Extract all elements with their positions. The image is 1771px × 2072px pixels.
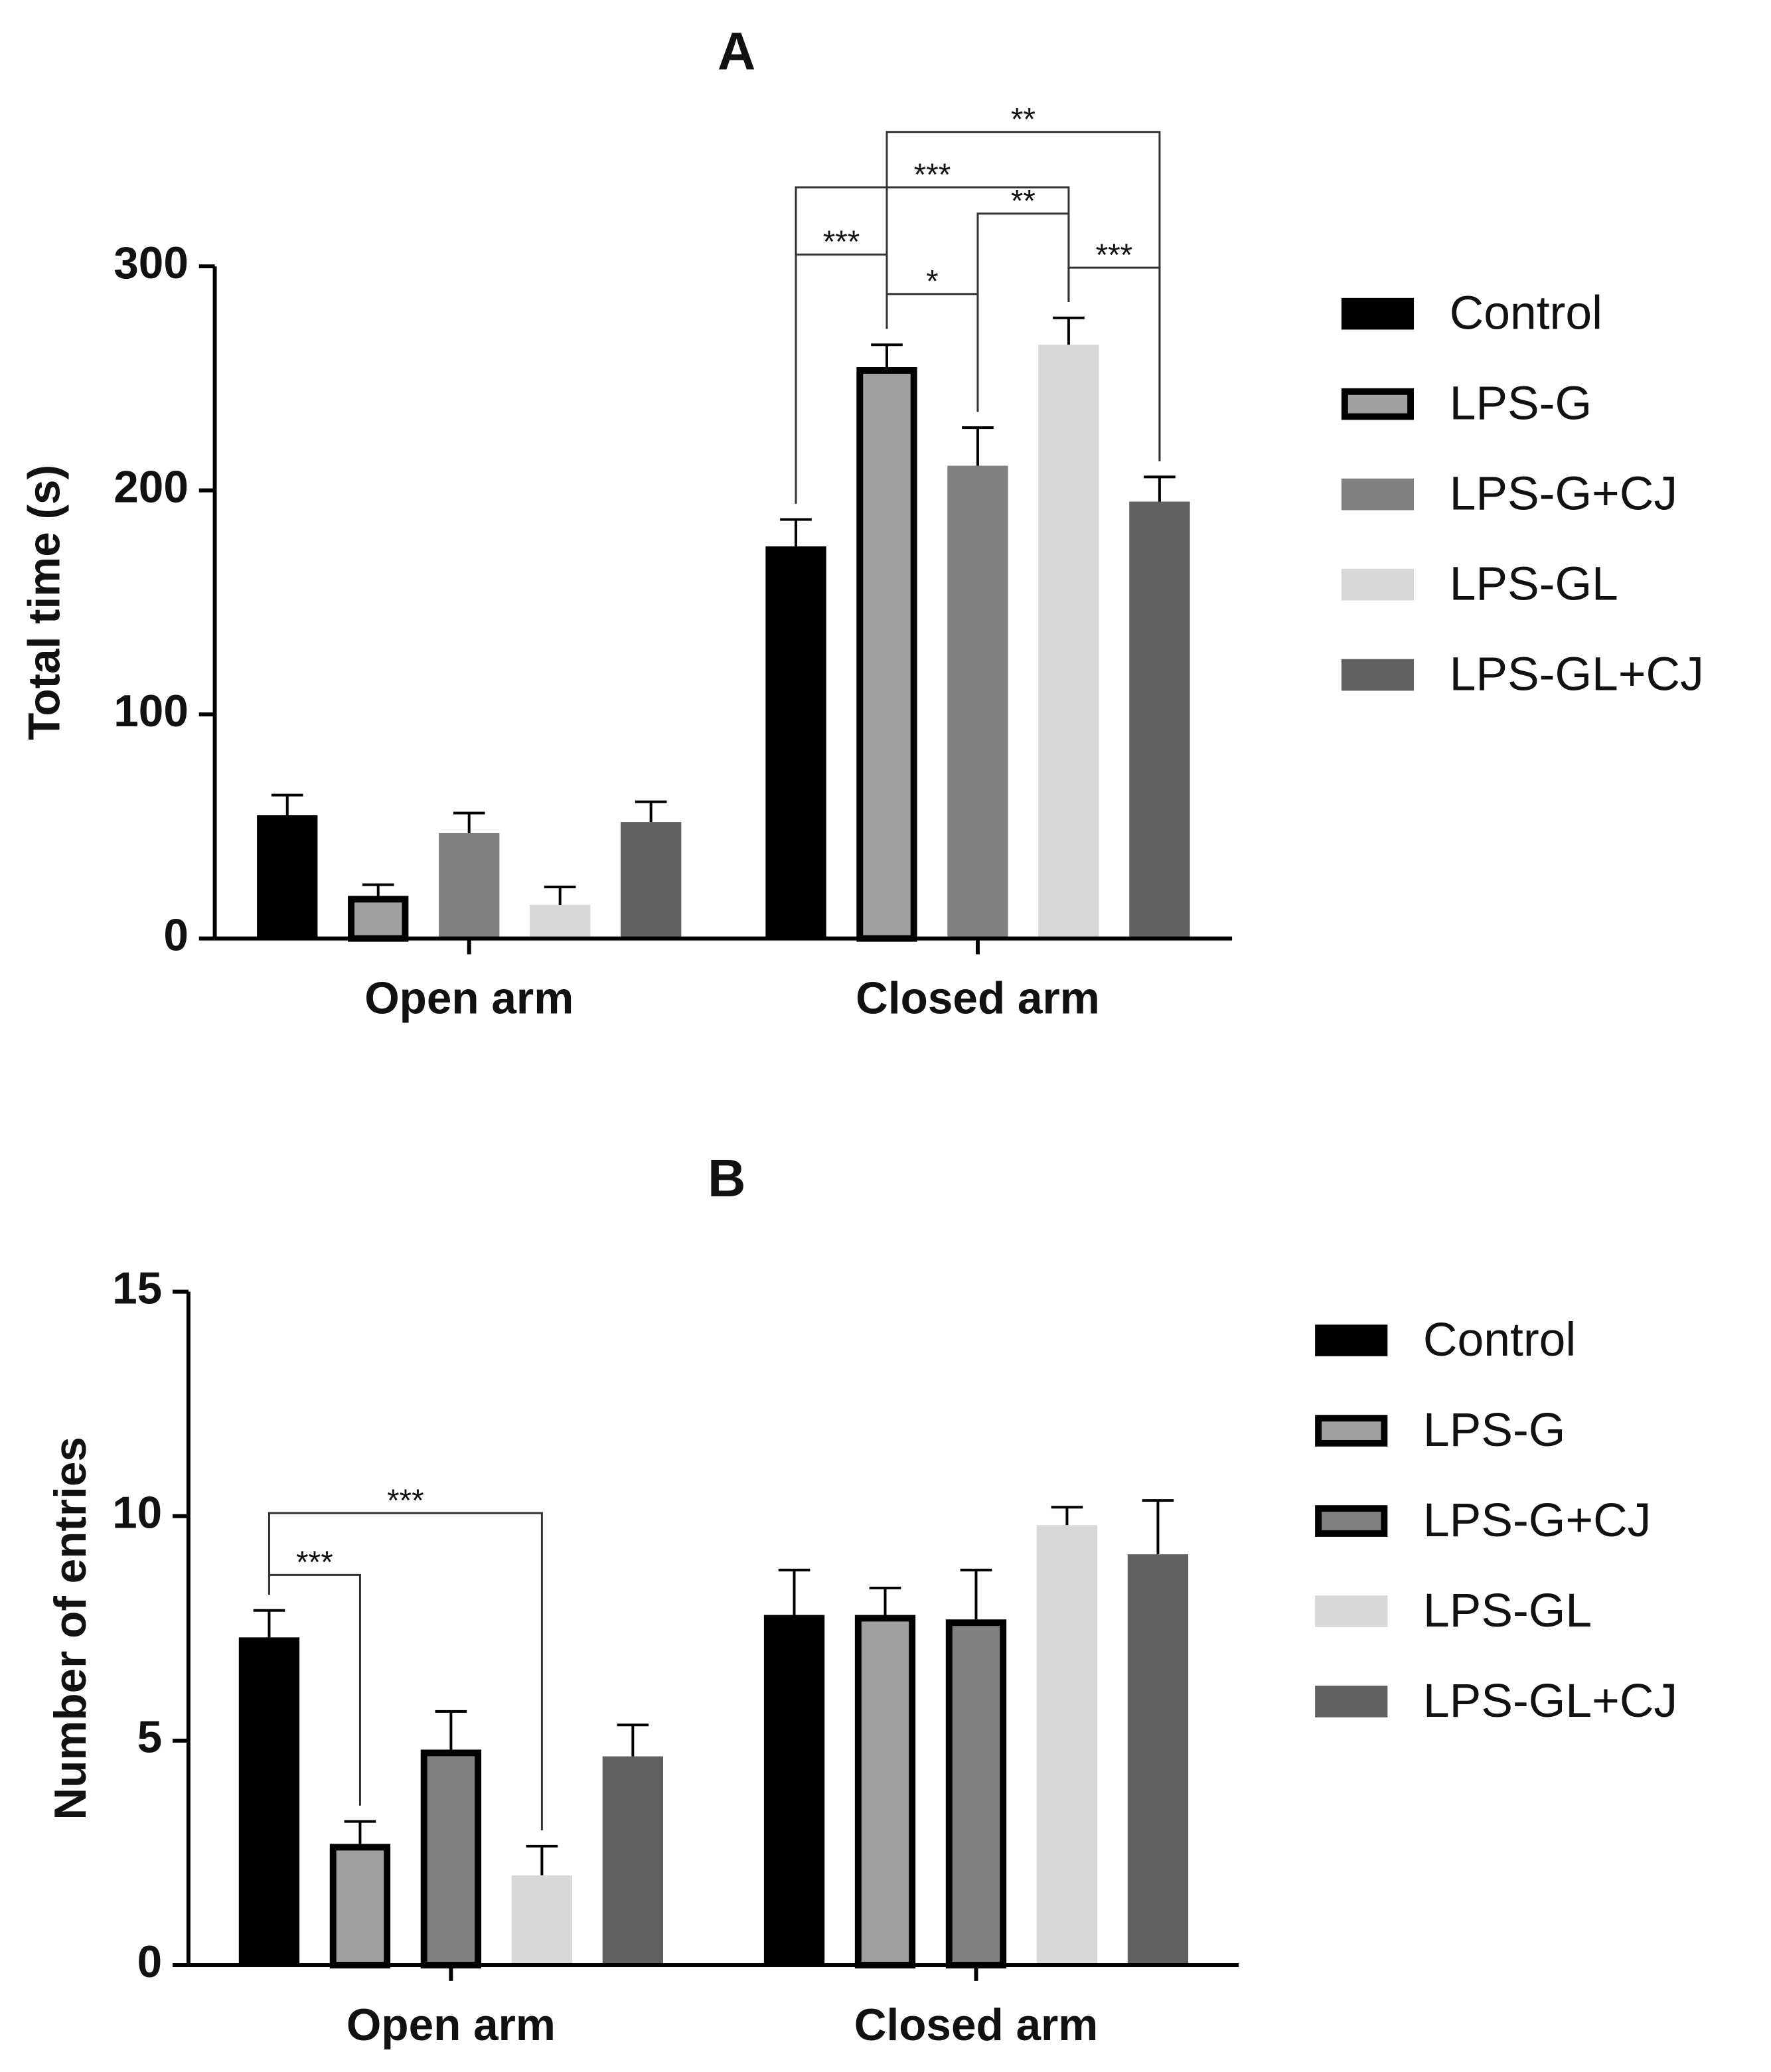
significance-bracket (268, 1512, 543, 1830)
significance-label: *** (296, 1545, 333, 1580)
y-tick-label: 15 (112, 1263, 162, 1313)
bar (854, 1615, 916, 1968)
bar (238, 1637, 300, 1966)
bar (856, 367, 917, 942)
y-axis-label: Total time (s) (19, 465, 69, 740)
chart-title: B (708, 1149, 745, 1208)
legend-label: LPS-GL (1423, 1584, 1592, 1637)
legend-label: LPS-GL+CJ (1423, 1674, 1677, 1727)
bar (1127, 1554, 1189, 1966)
bar (329, 1844, 391, 1968)
bar (420, 1749, 482, 1968)
bar (511, 1875, 573, 1966)
legend-label: LPS-G (1423, 1403, 1565, 1457)
bar (765, 546, 826, 939)
y-tick-label: 0 (137, 1937, 163, 1987)
legend-label: LPS-G+CJ (1450, 467, 1678, 520)
legend-swatch (1341, 388, 1415, 420)
y-tick-label: 10 (112, 1488, 162, 1538)
x-tick-label: Open arm (364, 974, 574, 1024)
bar (439, 833, 500, 939)
legend-swatch (1341, 478, 1415, 511)
legend-swatch (1341, 297, 1415, 330)
bar (945, 1619, 1007, 1968)
legend-swatch (1315, 1415, 1388, 1447)
bar (257, 815, 318, 939)
x-tick-label: Open arm (346, 2000, 556, 2050)
legend-label: Control (1423, 1313, 1576, 1366)
legend-label: Control (1450, 287, 1602, 340)
bar (1129, 501, 1190, 939)
legend-label: LPS-GL (1450, 557, 1618, 610)
legend-swatch (1315, 1324, 1388, 1356)
bar (602, 1756, 664, 1966)
legend-label: LPS-GL+CJ (1450, 647, 1704, 700)
y-tick-label: 5 (137, 1713, 163, 1763)
legend-swatch (1341, 568, 1415, 601)
significance-label: *** (387, 1483, 424, 1518)
x-tick-label: Closed arm (856, 974, 1100, 1024)
legend-label: LPS-G (1450, 376, 1592, 430)
bar (1036, 1525, 1098, 1966)
legend-swatch (1315, 1595, 1388, 1627)
y-tick-label: 300 (114, 238, 189, 288)
y-tick-label: 200 (114, 462, 189, 512)
legend-swatch (1315, 1505, 1388, 1537)
significance-label: *** (1096, 238, 1133, 273)
significance-label: *** (823, 224, 860, 260)
chart-title: A (718, 22, 755, 81)
significance-label: ** (1011, 102, 1036, 137)
bar (530, 904, 591, 939)
significance-bracket (795, 186, 1070, 504)
bar (348, 896, 409, 942)
significance-bracket (886, 131, 1161, 461)
y-tick-label: 0 (163, 910, 189, 960)
legend-swatch (1315, 1686, 1388, 1717)
y-tick-label: 100 (114, 686, 189, 736)
x-tick-label: Closed arm (854, 2000, 1099, 2050)
bar (763, 1615, 825, 1966)
significance-label: ** (1011, 183, 1036, 218)
legend-swatch (1341, 659, 1415, 691)
y-axis-label: Number of entries (46, 1437, 96, 1820)
bar (947, 465, 1008, 939)
bar (1038, 345, 1099, 939)
significance-label: * (926, 264, 939, 299)
bar (620, 822, 682, 939)
legend-label: LPS-G+CJ (1423, 1494, 1652, 1547)
significance-label: *** (914, 157, 951, 193)
